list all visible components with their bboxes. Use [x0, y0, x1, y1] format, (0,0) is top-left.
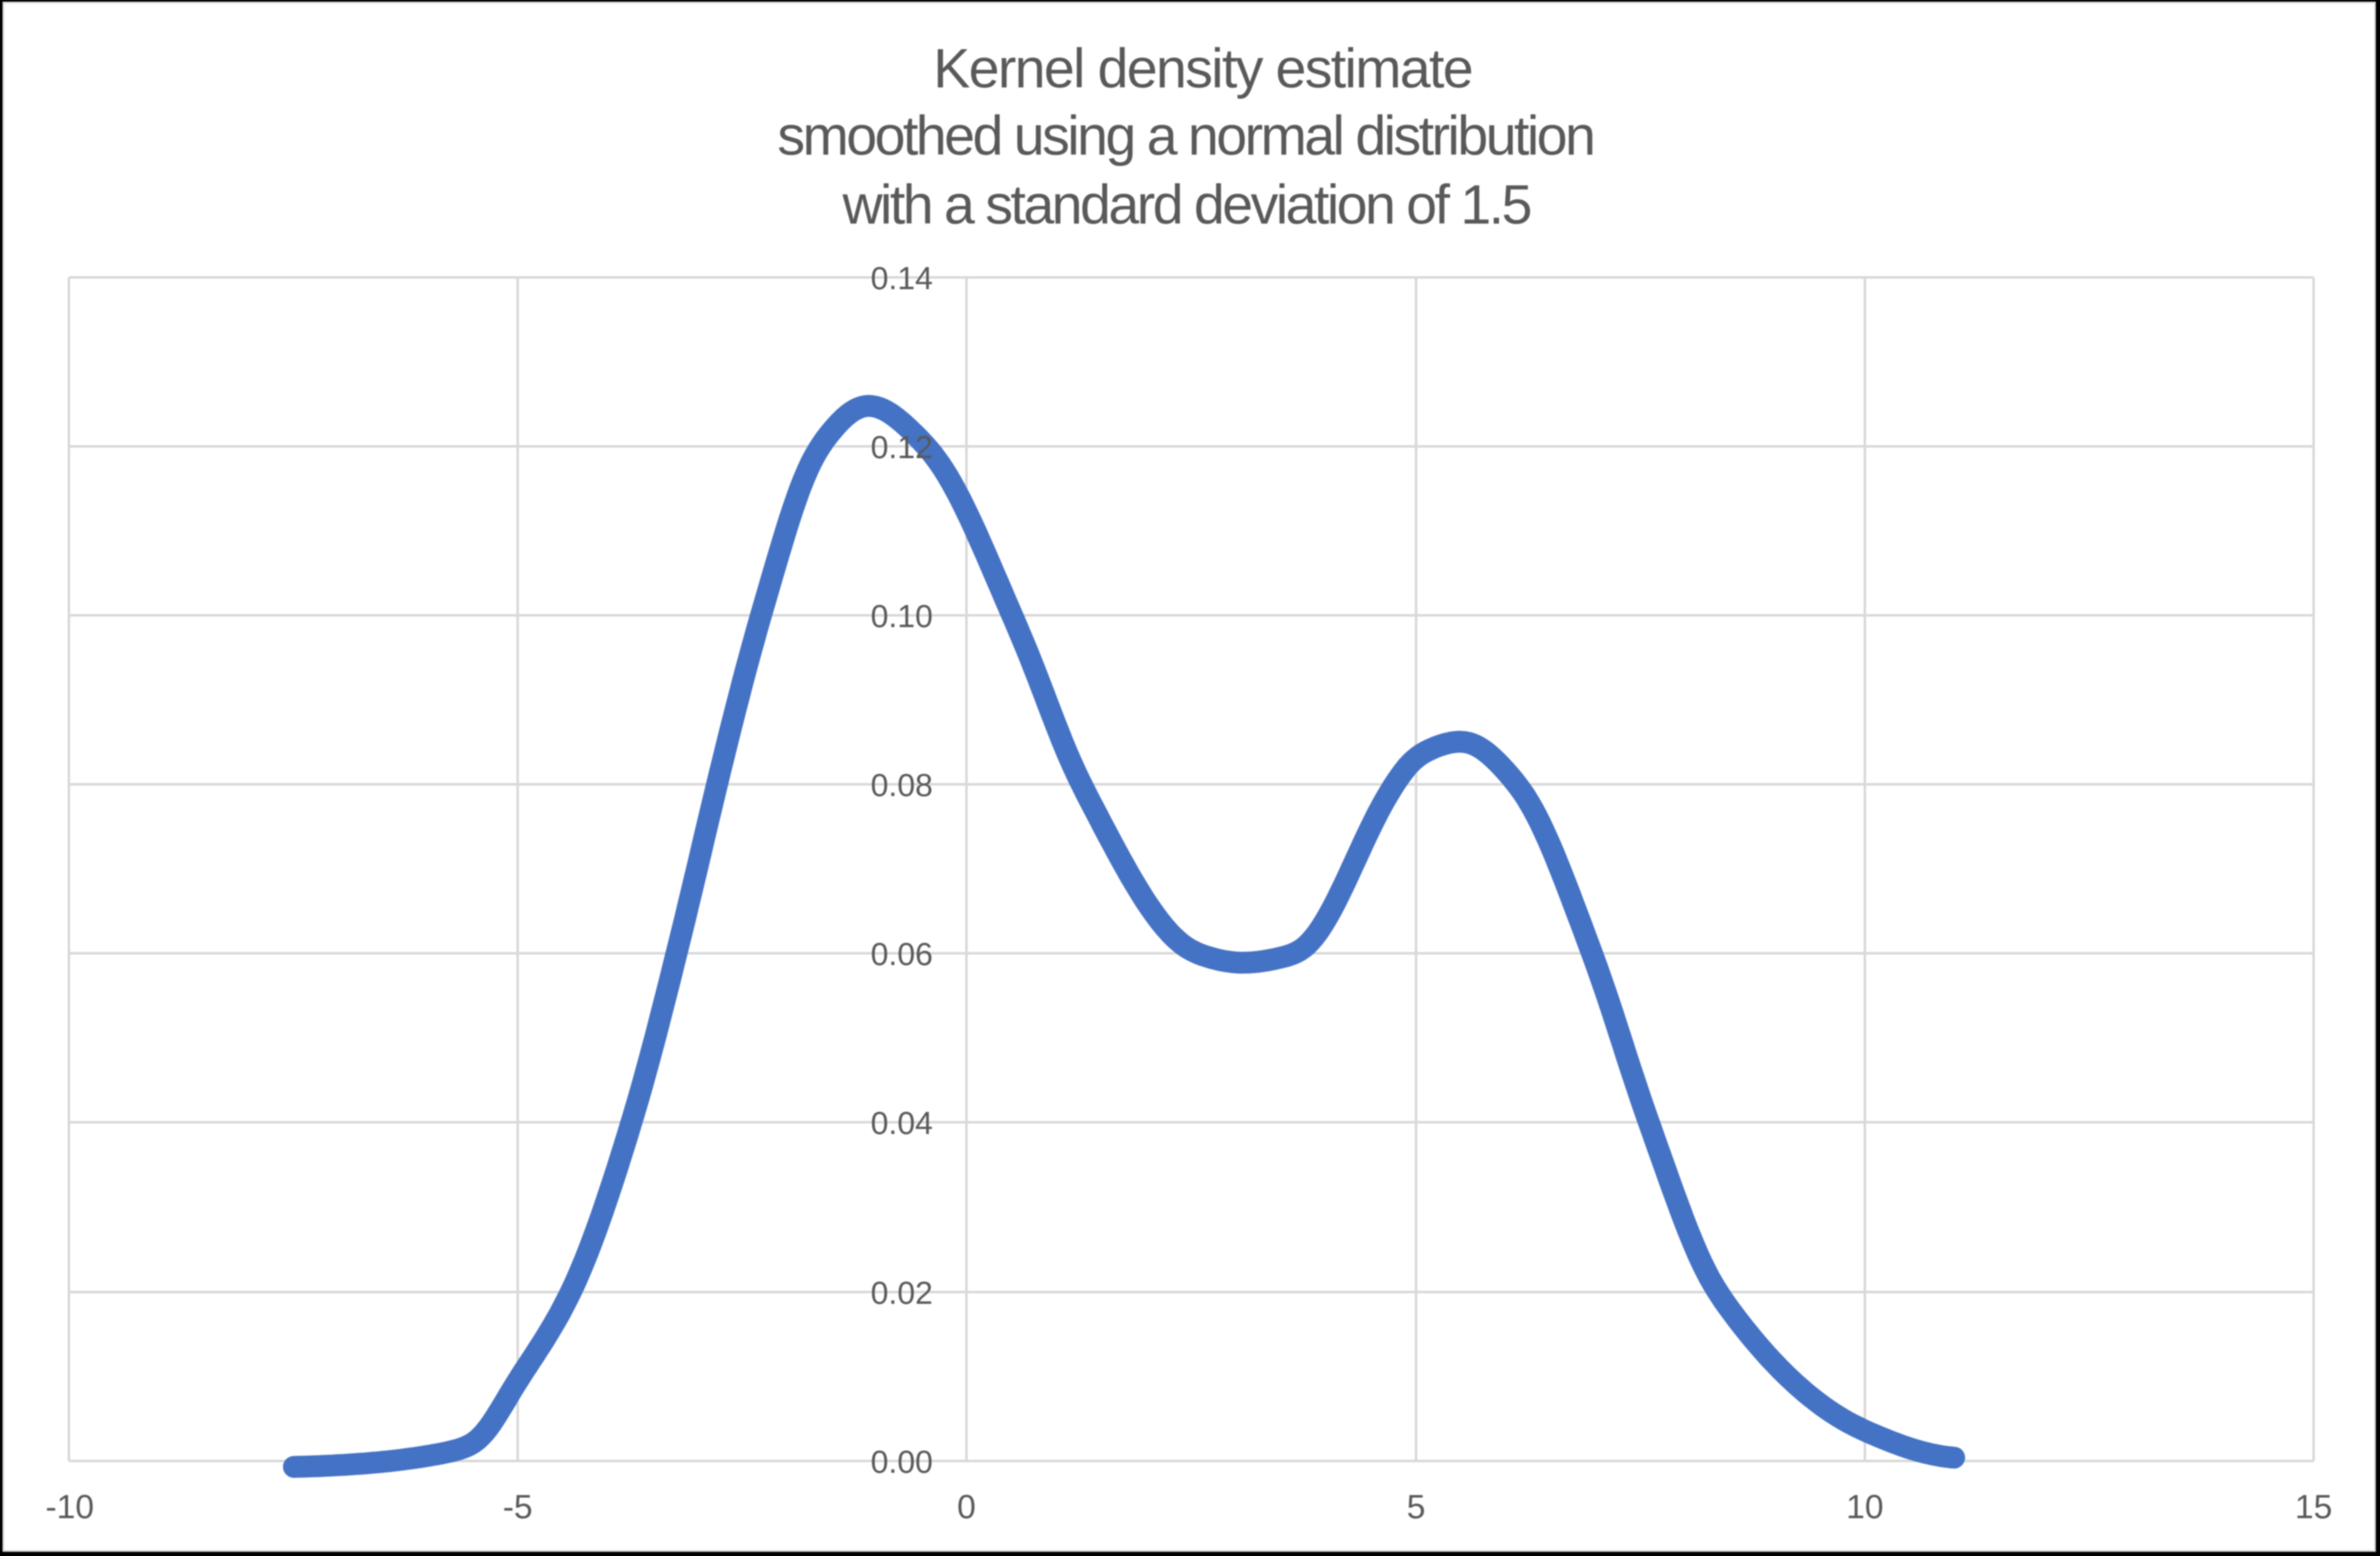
svg-text:Kernel density estimate: Kernel density estimate	[934, 37, 1474, 99]
svg-text:0.04: 0.04	[871, 1106, 933, 1142]
svg-text:5: 5	[1407, 1489, 1425, 1526]
svg-text:0.12: 0.12	[871, 430, 933, 466]
svg-text:0: 0	[957, 1489, 976, 1526]
svg-text:10: 10	[1846, 1489, 1884, 1526]
svg-text:0.10: 0.10	[871, 599, 933, 635]
svg-text:0.00: 0.00	[871, 1445, 933, 1480]
svg-text:with a standard deviation of 1: with a standard deviation of 1.5	[842, 173, 1533, 235]
svg-text:-5: -5	[503, 1489, 533, 1526]
svg-text:15: 15	[2295, 1489, 2333, 1526]
svg-text:smoothed using a normal distri: smoothed using a normal distribution	[777, 104, 1596, 166]
svg-text:0.06: 0.06	[871, 937, 933, 973]
svg-text:0.08: 0.08	[871, 768, 933, 804]
svg-text:0.02: 0.02	[871, 1276, 933, 1311]
svg-text:-10: -10	[45, 1489, 94, 1526]
svg-text:0.14: 0.14	[871, 261, 933, 297]
